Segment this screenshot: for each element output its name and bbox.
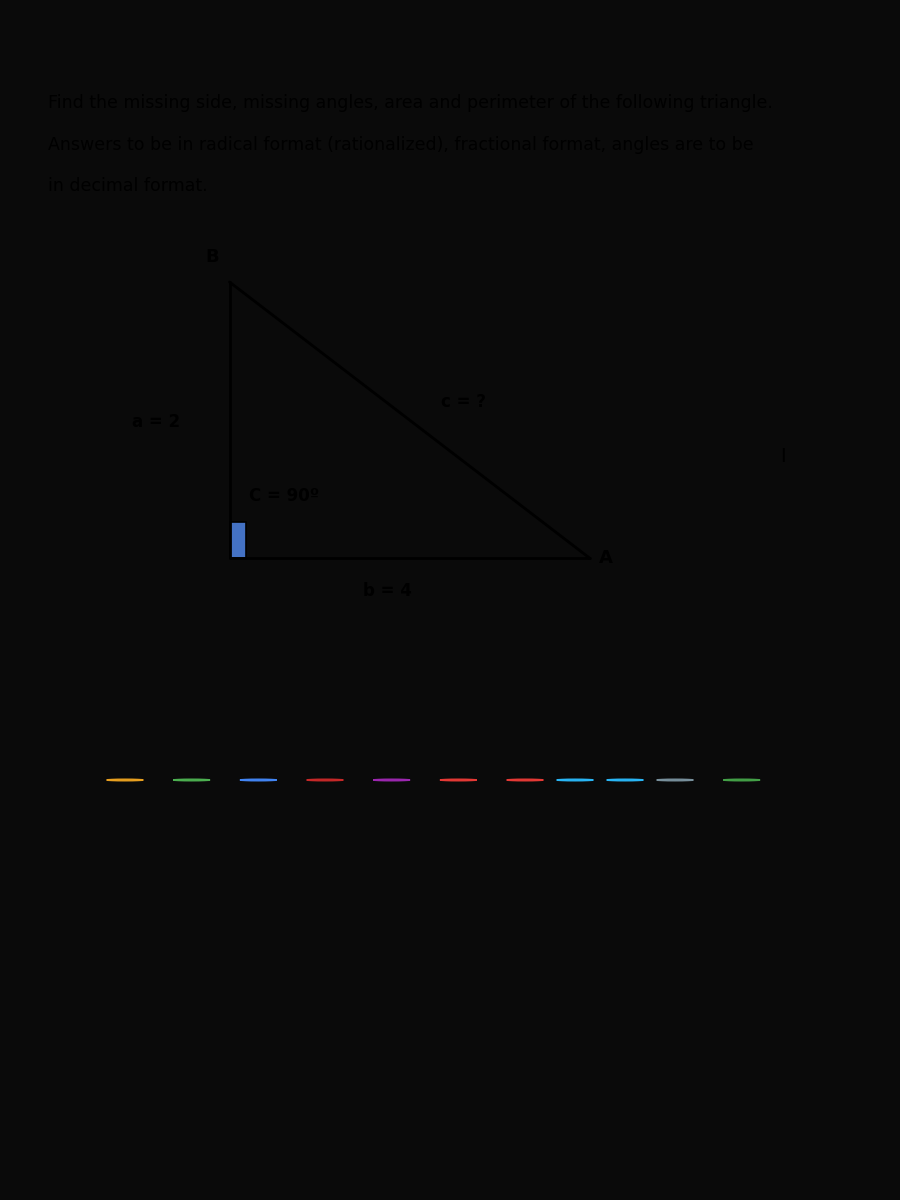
Circle shape [374,779,410,781]
Circle shape [724,779,760,781]
Text: C = 90º: C = 90º [249,487,320,505]
Circle shape [307,779,343,781]
Circle shape [557,779,593,781]
Bar [230,522,246,558]
Circle shape [106,779,143,781]
Circle shape [507,779,544,781]
Text: c = ?: c = ? [441,392,486,410]
Text: A: A [598,550,612,566]
Circle shape [174,779,210,781]
Circle shape [607,779,644,781]
Text: in decimal format.: in decimal format. [49,178,208,196]
Circle shape [657,779,693,781]
Text: B: B [205,248,219,266]
Text: Find the missing side, missing angles, area and perimeter of the following trian: Find the missing side, missing angles, a… [49,94,773,112]
Text: Answers to be in radical format (rationalized), fractional format, angles are to: Answers to be in radical format (rationa… [49,136,754,154]
Text: b = 4: b = 4 [363,582,411,600]
Text: I: I [780,446,786,466]
Circle shape [240,779,276,781]
Circle shape [440,779,477,781]
Text: a = 2: a = 2 [132,413,180,431]
